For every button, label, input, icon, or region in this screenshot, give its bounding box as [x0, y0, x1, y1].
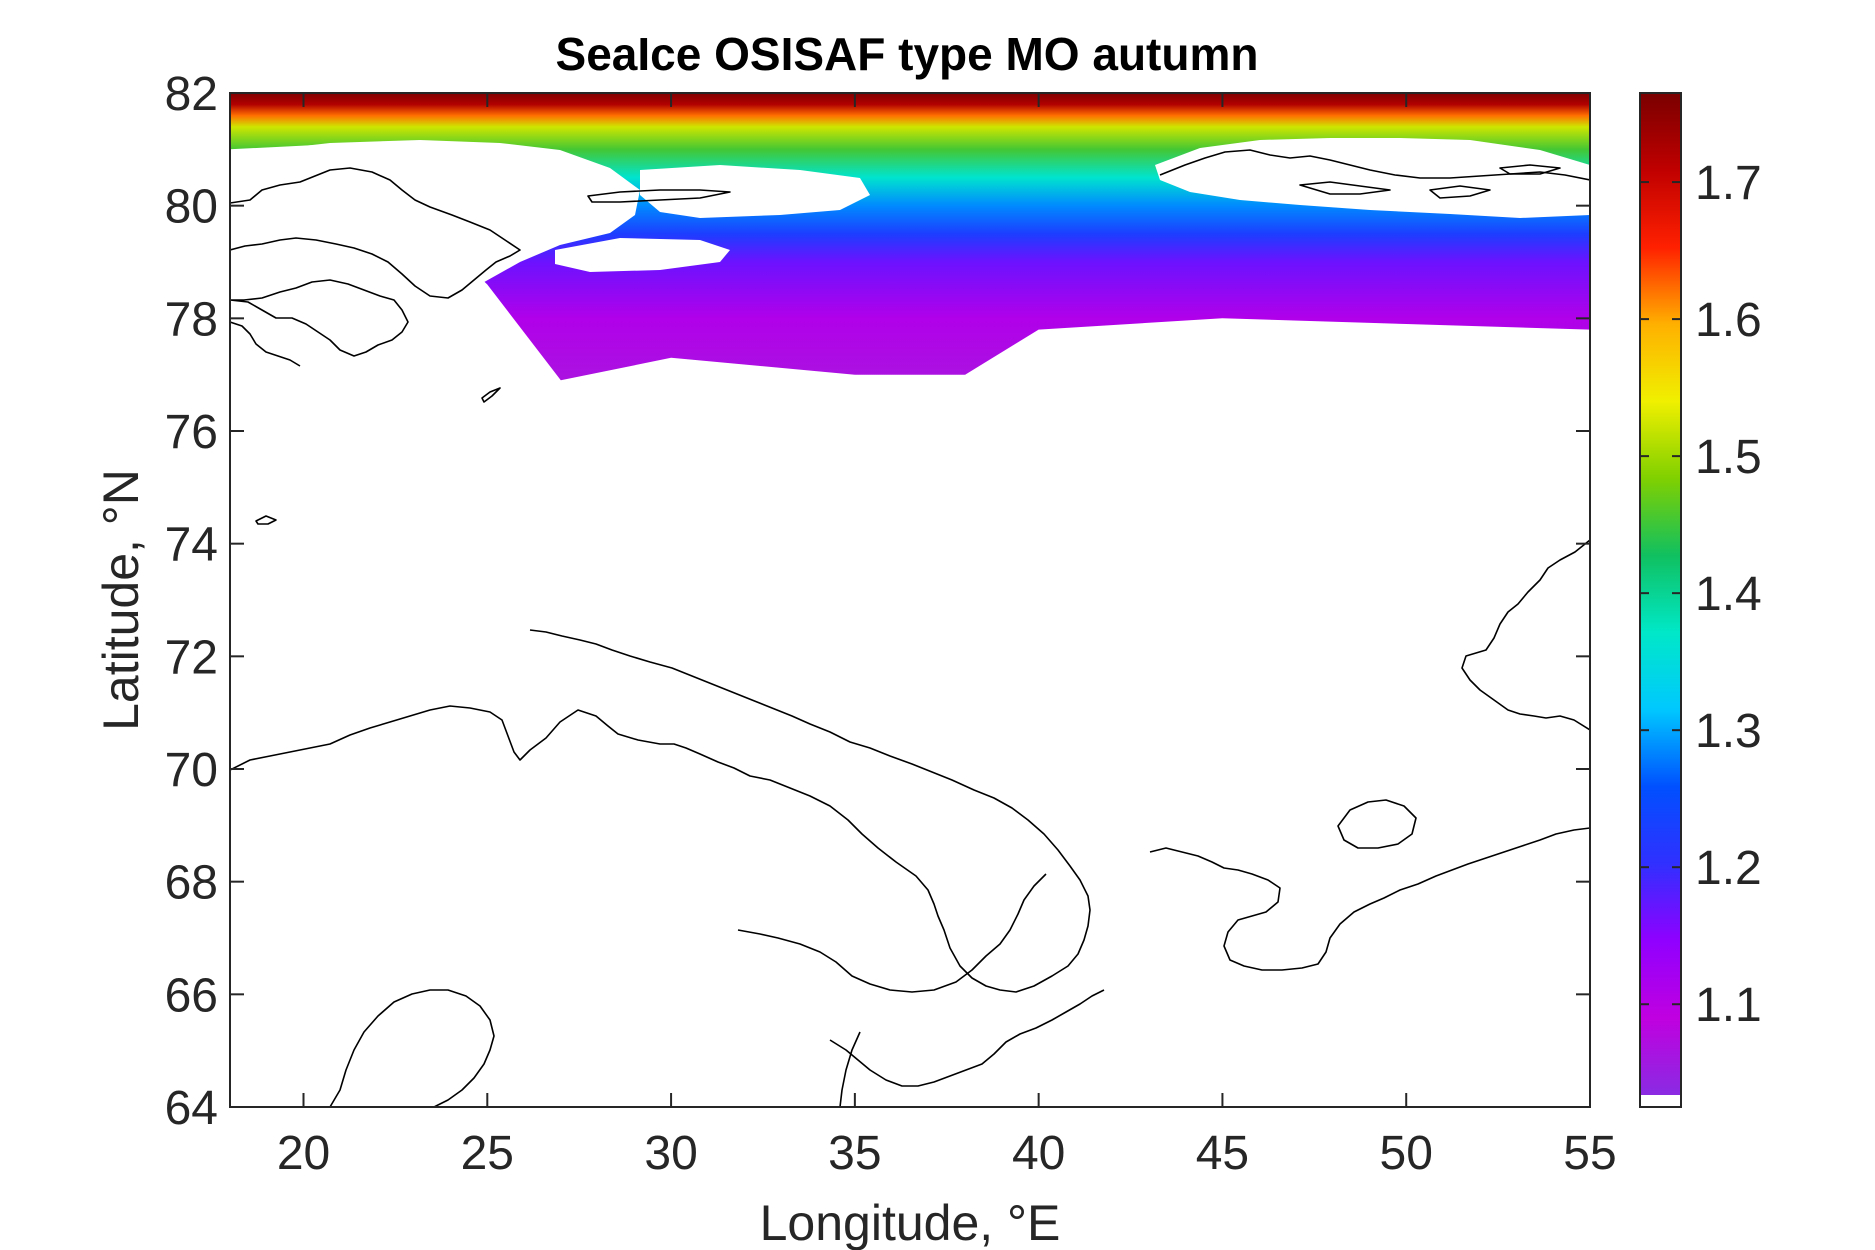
x-axis-label: Longitude, °E	[760, 1195, 1061, 1250]
kong-karls-land	[555, 238, 730, 272]
kolguev-island	[1337, 799, 1417, 849]
colorbar-tick-label: 1.4	[1695, 568, 1762, 621]
kanin-coast	[1149, 827, 1590, 971]
x-tick-label: 20	[277, 1127, 330, 1180]
chart-title: SeaIce OSISAF type MO autumn	[556, 28, 1259, 80]
x-tick-label: 55	[1563, 1127, 1616, 1180]
novaya-zemlya-coast	[1461, 539, 1590, 731]
white-sea-coast	[829, 989, 1105, 1087]
y-tick-label: 82	[165, 68, 218, 121]
colorbar-ticks: 1.1 1.2 1.3 1.4 1.5 1.6 1.7	[1640, 157, 1762, 1032]
bear-island	[255, 515, 277, 525]
kola-coast	[737, 873, 1047, 993]
x-tick-label: 40	[1012, 1127, 1065, 1180]
colorbar: 1.1 1.2 1.3 1.4 1.5 1.6 1.7	[1639, 92, 1762, 1108]
hopen-island	[481, 387, 501, 403]
franz-josef-land	[1155, 138, 1590, 218]
norway-coast	[230, 629, 1091, 993]
y-tick-label: 72	[165, 631, 218, 684]
y-tick-label: 64	[165, 1082, 218, 1135]
x-tick-label: 50	[1380, 1127, 1433, 1180]
colorbar-tick-label: 1.6	[1695, 294, 1762, 347]
x-tick-label: 35	[828, 1127, 881, 1180]
y-tick-label: 76	[165, 406, 218, 459]
colorbar-tick-label: 1.7	[1695, 157, 1762, 210]
land-masks	[230, 138, 1590, 362]
svalbard-land	[230, 140, 640, 296]
y-tick-label: 68	[165, 857, 218, 910]
kong-karls-coast	[587, 189, 731, 203]
sweden-coast	[329, 989, 495, 1107]
colorbar-bar	[1639, 92, 1682, 1108]
plot-area: 20 25 30 35 40 45 50 55 64 66 68 70 72 74 76 78 80 82	[165, 68, 1617, 1180]
axes-frame	[229, 92, 1591, 1108]
y-tick-label: 78	[165, 293, 218, 346]
colorbar-tick-label: 1.1	[1695, 979, 1762, 1032]
x-axis: 20 25 30 35 40 45 50 55	[277, 93, 1617, 1180]
y-tick-label: 80	[165, 181, 218, 234]
franz-josef-coast-2	[1299, 164, 1561, 199]
svalbard-coast-2	[230, 279, 409, 357]
x-tick-label: 25	[461, 1127, 514, 1180]
nordaustlandet-land	[640, 165, 870, 218]
svalbard-coast-3	[230, 321, 301, 367]
x-tick-label: 45	[1196, 1127, 1249, 1180]
y-tick-label: 74	[165, 519, 218, 572]
y-tick-label: 70	[165, 744, 218, 797]
y-axis: 64 66 68 70 72 74 76 78 80 82	[165, 68, 1590, 1135]
svalbard-coast	[230, 167, 521, 299]
finland-coast	[839, 1031, 861, 1107]
colorbar-tick-label: 1.3	[1695, 705, 1762, 758]
colorbar-tick-label: 1.5	[1695, 431, 1762, 484]
coastlines	[230, 149, 1590, 1107]
colorbar-tick-label: 1.2	[1695, 842, 1762, 895]
svalbard-south-land	[230, 236, 405, 362]
y-axis-label: Latitude, °N	[93, 469, 149, 731]
y-tick-label: 66	[165, 969, 218, 1022]
x-tick-label: 30	[644, 1127, 697, 1180]
